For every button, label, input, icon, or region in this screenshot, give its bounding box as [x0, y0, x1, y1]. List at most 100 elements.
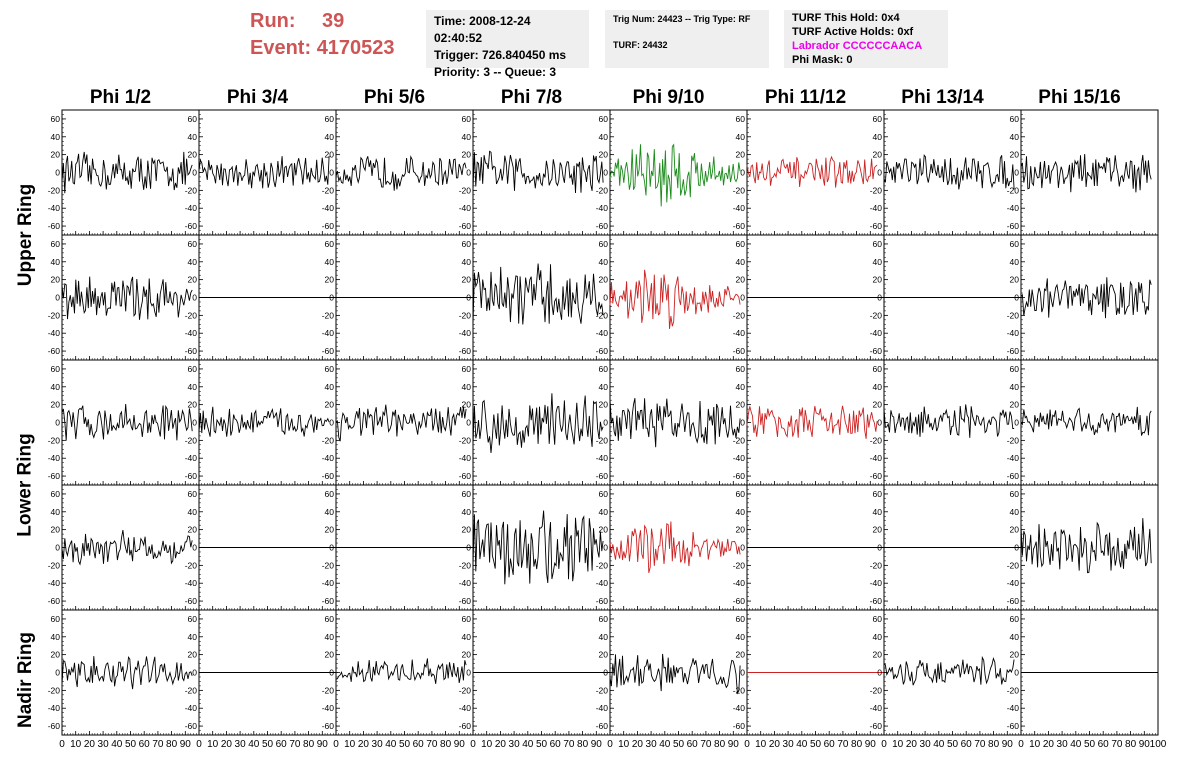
x-tick-label: 80 [440, 739, 452, 750]
y-tick-label: 60 [325, 114, 335, 124]
y-tick-label: -20 [733, 310, 746, 320]
waveform-trace [746, 405, 878, 439]
y-tick-label: 40 [1010, 507, 1020, 517]
y-tick-label: 40 [1010, 257, 1020, 267]
x-tick-label: 80 [988, 739, 1000, 750]
x-tick-label: 20 [84, 739, 96, 750]
y-tick-label: 0 [466, 543, 471, 553]
y-tick-label: -40 [733, 328, 746, 338]
y-tick-label: -40 [1007, 578, 1020, 588]
y-tick-label: 20 [462, 525, 472, 535]
x-tick-label: 90 [591, 739, 603, 750]
y-tick-label: -20 [1007, 185, 1020, 195]
y-tick-label: -60 [733, 596, 746, 606]
y-tick-label: 40 [1010, 632, 1020, 642]
x-tick-label: 50 [810, 739, 822, 750]
y-tick-label: 0 [192, 668, 197, 678]
y-tick-label: -40 [322, 203, 335, 213]
y-tick-label: -40 [870, 203, 883, 213]
y-tick-label: 40 [462, 507, 472, 517]
phi-header-3-4: Phi 3/4 [226, 87, 289, 108]
y-tick-label: -20 [48, 560, 61, 570]
x-tick-label: 0 [607, 739, 613, 750]
x-tick-label: 60 [550, 739, 562, 750]
y-tick-label: 60 [462, 364, 472, 374]
x-tick-label: 40 [933, 739, 945, 750]
y-tick-label: -20 [459, 310, 472, 320]
y-tick-label: -60 [185, 346, 198, 356]
x-tick-label: 10 [892, 739, 904, 750]
y-tick-label: 60 [462, 489, 472, 499]
y-tick-label: 0 [740, 668, 745, 678]
y-tick-label: 0 [877, 293, 882, 303]
y-tick-label: 20 [462, 150, 472, 160]
y-tick-label: -20 [322, 685, 335, 695]
y-tick-label: -40 [185, 328, 198, 338]
y-tick-label: 40 [873, 507, 883, 517]
y-tick-label: -60 [870, 471, 883, 481]
y-tick-label: 0 [877, 418, 882, 428]
waveform-trace [883, 154, 1015, 190]
panel-frame [198, 359, 337, 486]
x-tick-label: 30 [1057, 739, 1069, 750]
y-tick-label: -60 [733, 471, 746, 481]
y-tick-label: 60 [873, 614, 883, 624]
y-tick-label: 0 [740, 168, 745, 178]
panel-frame [472, 484, 611, 611]
y-tick-label: -60 [596, 221, 609, 231]
y-tick-label: 20 [736, 400, 746, 410]
y-tick-label: -20 [733, 560, 746, 570]
panel-frame [746, 359, 885, 486]
y-tick-label: -60 [459, 346, 472, 356]
y-tick-label: -20 [185, 310, 198, 320]
y-tick-label: 60 [599, 114, 609, 124]
y-tick-label: 60 [51, 114, 61, 124]
y-tick-label: 60 [873, 489, 883, 499]
x-tick-label: 80 [577, 739, 589, 750]
y-tick-label: 0 [603, 543, 608, 553]
y-tick-label: 0 [192, 543, 197, 553]
y-tick-label: 0 [466, 293, 471, 303]
turf-hold-line: TURF This Hold: 0x4 [792, 12, 900, 24]
y-tick-label: 60 [51, 614, 61, 624]
y-tick-label: -60 [596, 471, 609, 481]
x-tick-label: 50 [673, 739, 685, 750]
y-tick-label: -20 [870, 310, 883, 320]
waveform-trace [609, 269, 741, 329]
y-tick-label: 0 [329, 418, 334, 428]
y-tick-label: 0 [55, 543, 60, 553]
y-tick-label: -20 [733, 685, 746, 695]
y-tick-label: 20 [188, 525, 198, 535]
y-tick-label: -40 [185, 703, 198, 713]
y-tick-label: -20 [596, 310, 609, 320]
y-tick-label: -40 [733, 703, 746, 713]
x-tick-label: 90 [454, 739, 466, 750]
x-tick-label: 80 [303, 739, 315, 750]
y-tick-label: 20 [325, 275, 335, 285]
x-tick-label: 70 [563, 739, 575, 750]
y-tick-label: -20 [870, 185, 883, 195]
y-tick-label: 60 [873, 364, 883, 374]
y-tick-label: -20 [322, 560, 335, 570]
y-tick-label: 20 [599, 400, 609, 410]
x-tick-label: 50 [125, 739, 137, 750]
y-tick-label: 40 [51, 632, 61, 642]
x-tick-label: 40 [522, 739, 534, 750]
y-tick-label: -40 [1007, 453, 1020, 463]
x-tick-label: 90 [317, 739, 329, 750]
phi-header-13-14: Phi 13/14 [901, 87, 984, 108]
y-tick-label: 20 [873, 150, 883, 160]
y-tick-label: -40 [48, 453, 61, 463]
y-tick-label: -40 [322, 453, 335, 463]
y-tick-label: -60 [459, 221, 472, 231]
x-tick-label: 30 [646, 739, 658, 750]
y-tick-label: 60 [1010, 489, 1020, 499]
y-tick-label: -60 [596, 346, 609, 356]
y-tick-label: 20 [873, 400, 883, 410]
y-tick-label: -40 [870, 453, 883, 463]
x-tick-label: 100 [1150, 739, 1167, 750]
y-tick-label: 20 [736, 275, 746, 285]
phi-header-11-12: Phi 11/12 [764, 87, 847, 108]
y-tick-label: 20 [873, 525, 883, 535]
